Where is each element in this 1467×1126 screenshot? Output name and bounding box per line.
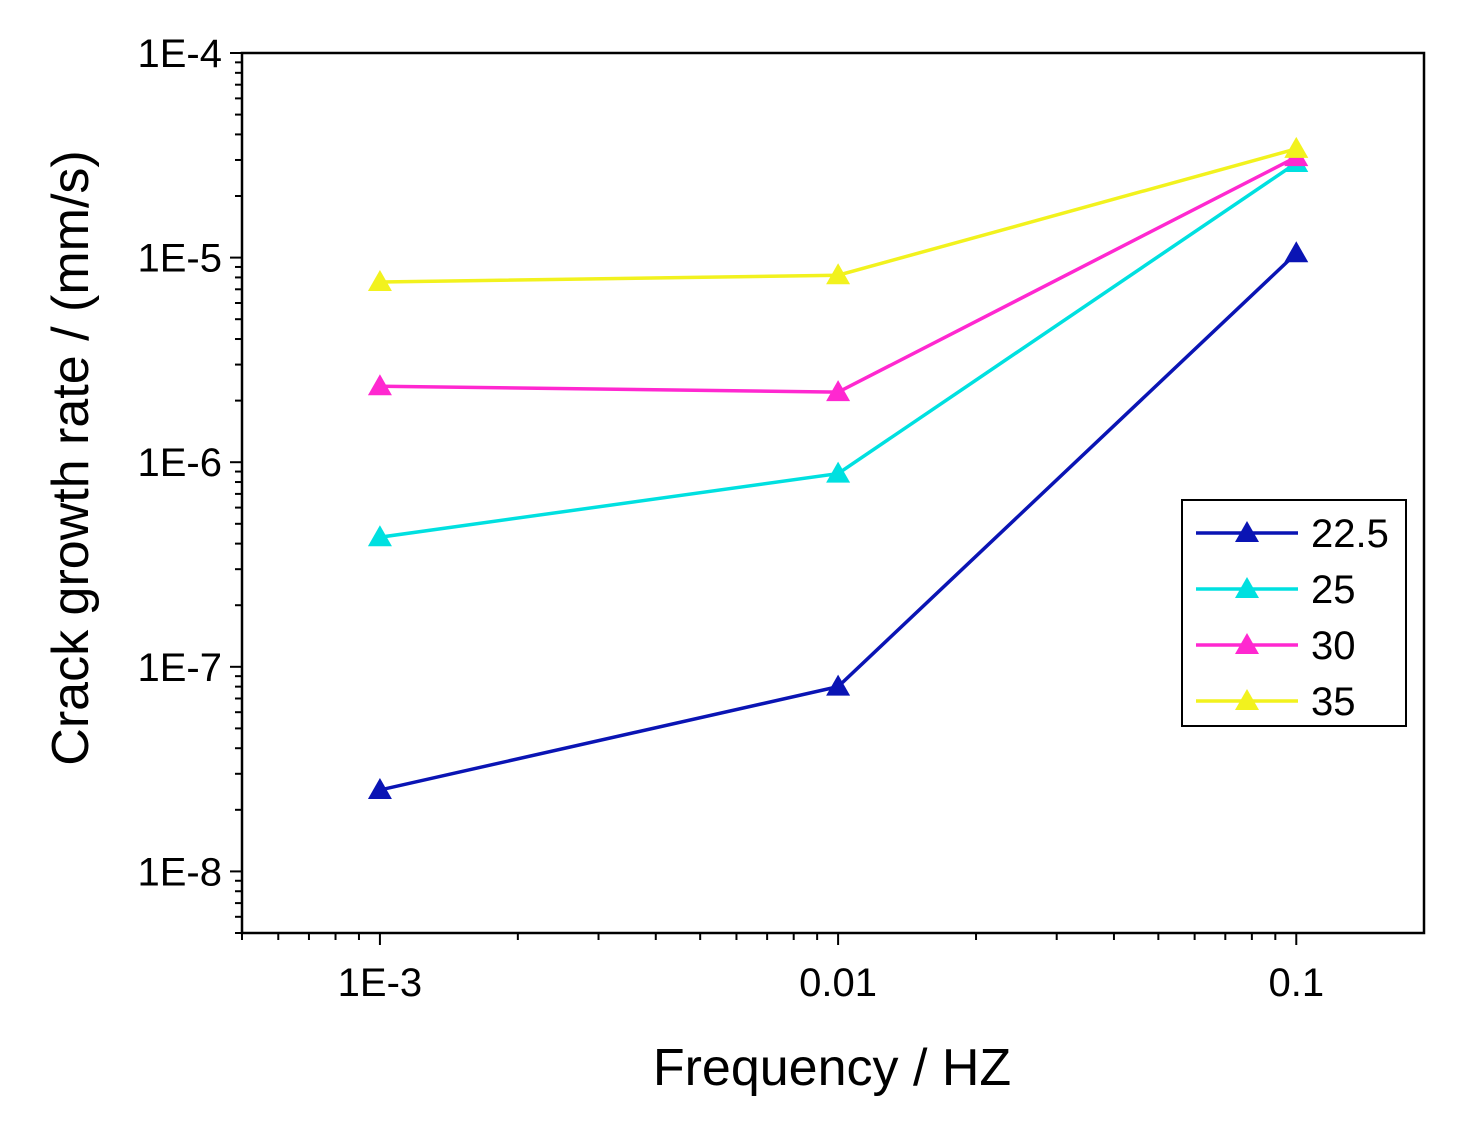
series-25: [367, 150, 1309, 547]
y-tick-label: 1E-4: [138, 32, 223, 76]
axis-ticks: [230, 52, 1298, 945]
data-point-35: [1284, 136, 1309, 158]
legend-label: 25: [1311, 568, 1356, 612]
data-point-30: [826, 380, 851, 402]
legend-label: 22.5: [1311, 512, 1389, 556]
series-line-35: [379, 147, 1297, 284]
y-tick-label: 1E-6: [138, 441, 223, 485]
data-point-35: [826, 263, 851, 285]
legend-item-22.5: 22.5: [1196, 512, 1389, 556]
legend-item-25: 25: [1196, 568, 1356, 612]
legend-label: 35: [1311, 680, 1356, 724]
x-tick-label: 0.1: [1268, 961, 1324, 1005]
tick-labels: 1E-3 0.01 0.1 1E-8 1E-7 1E-6 1E-5 1E-4: [138, 32, 1325, 1005]
legend: 22.5 25 30 35: [1181, 499, 1407, 727]
legend-label: 30: [1311, 624, 1356, 668]
series-35: [367, 136, 1309, 291]
data-point-35: [367, 269, 392, 291]
x-tick-label: 1E-3: [338, 961, 423, 1005]
y-tick-label: 1E-8: [138, 850, 223, 894]
x-tick-label: 0.01: [799, 961, 877, 1005]
y-axis-title: Crack growth rate / (mm/s): [42, 150, 100, 765]
plot-frame: [240, 51, 1426, 935]
legend-marker: [1235, 633, 1259, 654]
x-axis-title: Frequency / HZ: [653, 1039, 1011, 1097]
legend-item-35: 35: [1196, 680, 1356, 724]
data-point-22.5: [1284, 241, 1309, 263]
legend-items: 22.5 25 30 35: [1196, 512, 1389, 724]
legend-marker: [1235, 689, 1259, 710]
series-30: [367, 145, 1309, 402]
y-tick-label: 1E-7: [138, 646, 223, 690]
legend-box: [1181, 499, 1407, 727]
data-point-22.5: [367, 777, 392, 799]
data-point-25: [367, 525, 392, 547]
series-22.5: [367, 241, 1309, 799]
legend-item-30: 30: [1196, 624, 1356, 668]
legend-marker: [1235, 521, 1259, 542]
y-tick-label: 1E-5: [138, 237, 223, 281]
data-point-30: [367, 374, 392, 396]
data-point-25: [826, 461, 851, 483]
data-point-22.5: [826, 674, 851, 696]
legend-marker: [1235, 577, 1259, 598]
series-line-22.5: [379, 251, 1298, 792]
series-layer: [367, 136, 1309, 799]
